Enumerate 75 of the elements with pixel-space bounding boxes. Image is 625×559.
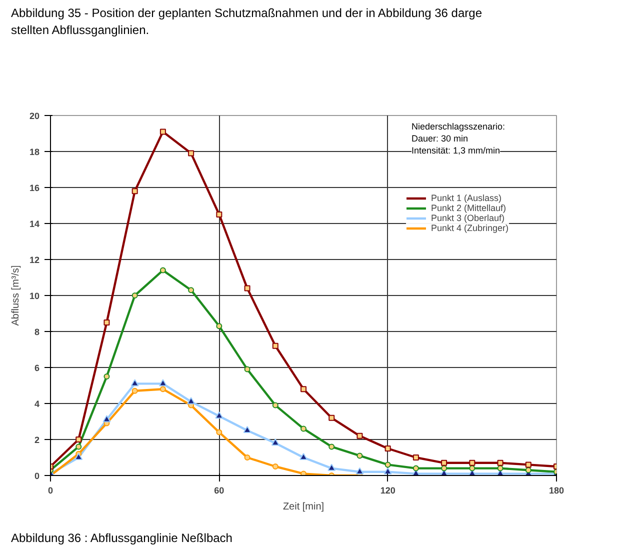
y-tick-label: 4: [34, 399, 40, 409]
point: [497, 460, 504, 466]
point: [160, 267, 166, 274]
point: [188, 287, 194, 294]
point: [244, 366, 250, 372]
legend-label: Punkt 2 (Mittellauf): [431, 203, 506, 213]
point: [102, 415, 111, 422]
point: [74, 452, 83, 460]
y-tick-label: 8: [34, 327, 40, 337]
point: [216, 323, 222, 330]
y-tick-label: 6: [34, 363, 40, 373]
point: [300, 452, 308, 460]
point: [356, 467, 364, 474]
point: [76, 436, 82, 442]
point: [76, 444, 82, 450]
point: [272, 464, 278, 470]
point: [328, 444, 335, 450]
point: [525, 462, 532, 468]
point: [271, 438, 280, 446]
point: [215, 412, 224, 419]
point: [441, 460, 448, 466]
point: [216, 429, 222, 436]
x-tick-label: 0: [48, 486, 54, 496]
y-tick-label: 18: [29, 147, 40, 157]
point: [412, 465, 419, 472]
y-tick-label: 14: [29, 219, 40, 229]
x-tick-label: 120: [380, 486, 396, 496]
x-tick-label: 60: [214, 486, 224, 496]
point: [160, 386, 166, 392]
point: [244, 285, 250, 292]
point: [328, 464, 336, 471]
legend-label: Punkt 1 (Auslass): [431, 193, 502, 203]
point: [384, 462, 391, 468]
point: [243, 426, 252, 434]
x-tick-label: 180: [548, 486, 564, 496]
point: [469, 465, 476, 472]
point: [244, 454, 250, 460]
point: [497, 465, 504, 472]
point: [272, 342, 278, 349]
text: Abbildung 35 - Position der geplanten Schutzmaßnahmen und der in Abbildung 36 darge stellten Abflussganglinien.: [11, 5, 482, 40]
y-tick-label: 10: [29, 291, 40, 301]
legend-label: Punkt 3 (Oberlauf): [431, 213, 505, 223]
point: [216, 212, 222, 218]
text: Abbildung 36 : Abflussganglinie Neßlbach: [11, 530, 232, 547]
point: [300, 470, 306, 476]
point: [356, 432, 363, 439]
point: [188, 150, 194, 156]
y-tick-label: 12: [29, 255, 40, 265]
y-tick-label: 0: [34, 471, 40, 481]
y-tick-label: 2: [34, 435, 40, 445]
point: [384, 467, 392, 474]
point: [441, 465, 448, 472]
point: [384, 446, 391, 452]
point: [104, 374, 110, 380]
y-tick-label: 20: [29, 111, 40, 121]
legend-title: Niederschlagsszenario: Dauer: 30 min Intensität: 1,3 mm/min: [412, 122, 506, 156]
point: [272, 402, 278, 408]
point: [328, 414, 335, 421]
point: [356, 452, 363, 459]
point: [132, 188, 138, 194]
point: [132, 388, 138, 394]
y-tick-label: 16: [29, 183, 40, 193]
point: [300, 426, 306, 432]
point: [158, 379, 167, 386]
legend-label: Punkt 4 (Zubringer): [431, 223, 509, 233]
point: [160, 128, 166, 135]
point: [130, 379, 139, 386]
point: [187, 397, 196, 404]
point: [469, 460, 476, 466]
x-axis-title: Zeit [min]: [282, 502, 324, 512]
point: [132, 292, 138, 298]
point: [104, 320, 110, 326]
point: [300, 386, 306, 392]
point: [412, 454, 419, 460]
y-axis-title: Abfluss [m³/s]: [10, 264, 22, 326]
